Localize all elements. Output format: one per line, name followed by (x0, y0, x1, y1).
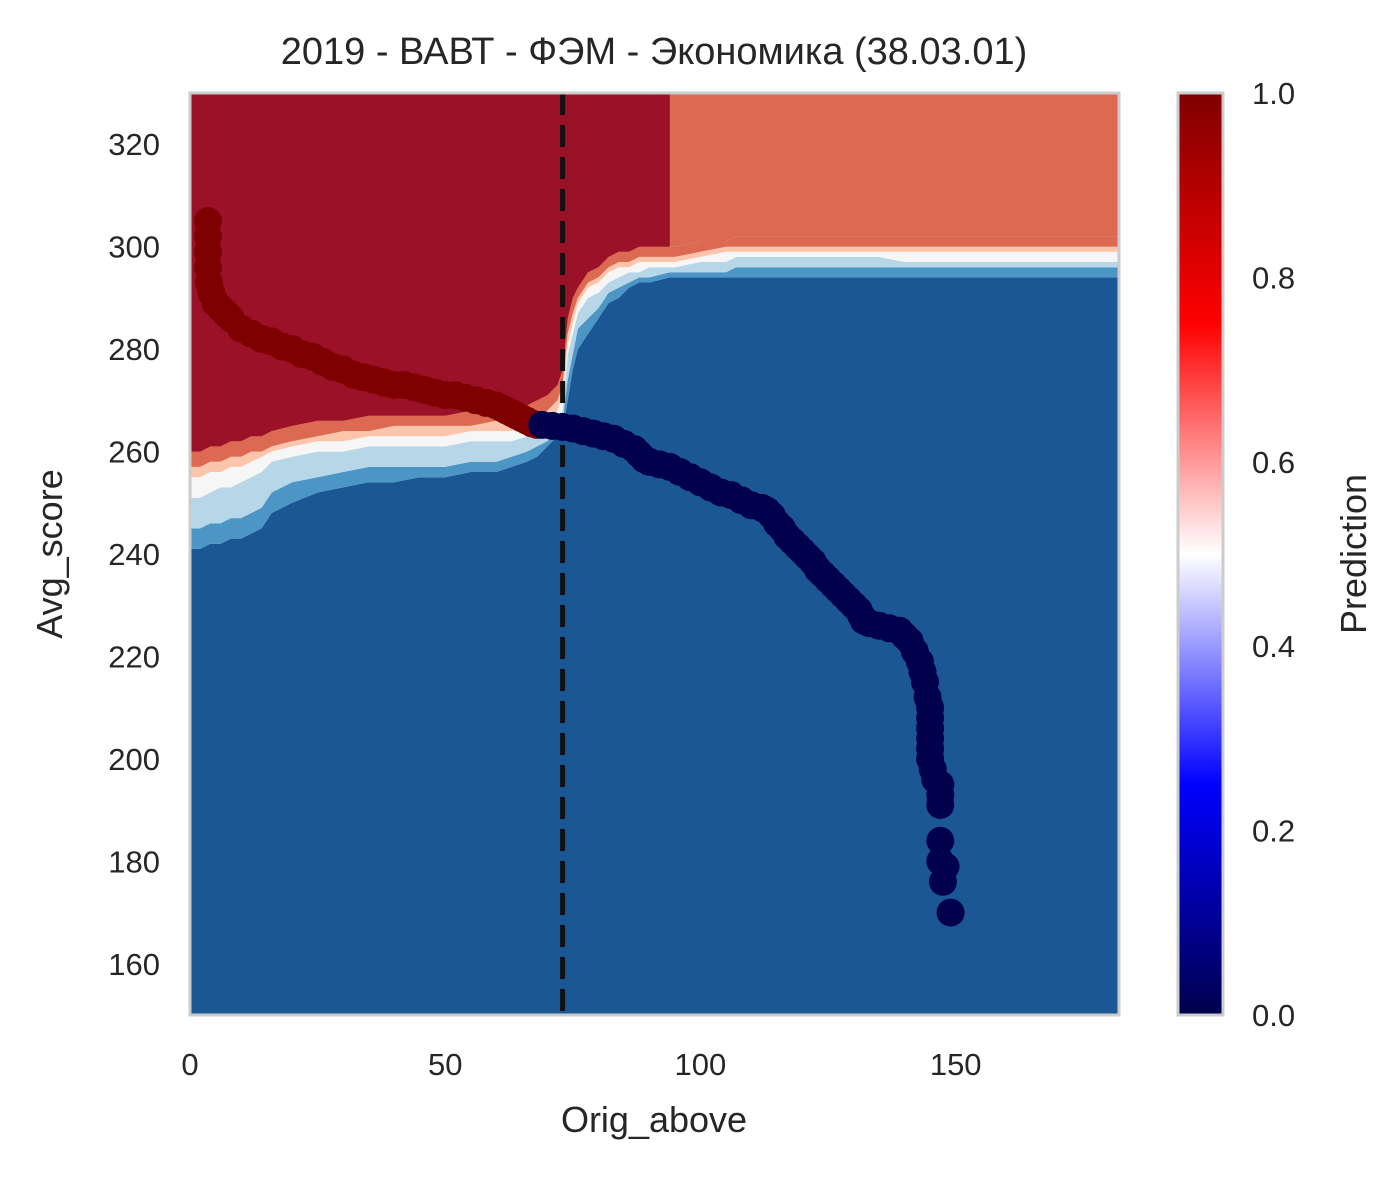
region-level-0 (190, 277, 1119, 1015)
x-axis-ticks: 0 50 100 150 (181, 1047, 981, 1082)
x-tick-label-3: 150 (930, 1047, 982, 1082)
colorbar-tick-label-4: 0.8 (1252, 260, 1295, 295)
x-axis-label: Orig_above (561, 1099, 747, 1140)
y-tick-label-8: 320 (108, 127, 160, 162)
colorbar-tick-label-0: 0.0 (1252, 998, 1295, 1033)
decision-regions (190, 93, 1119, 1015)
y-tick-label-0: 160 (108, 947, 160, 982)
y-axis-ticks: 160 180 200 220 240 260 280 300 320 (108, 127, 160, 982)
y-tick-label-1: 180 (108, 844, 160, 879)
point-series1-66 (926, 791, 955, 819)
plot-area (190, 93, 1119, 1015)
y-tick-label-3: 220 (108, 639, 160, 674)
plot-frame (188, 91, 1121, 1017)
point-series1-70 (928, 867, 957, 896)
point-series1-67 (926, 826, 955, 855)
colorbar-label: Prediction (1333, 474, 1374, 634)
y-tick-label-2: 200 (108, 742, 160, 777)
x-tick-label-2: 100 (675, 1047, 727, 1082)
x-tick-label-1: 50 (428, 1047, 462, 1082)
y-tick-label-5: 260 (108, 435, 160, 470)
region-level-2 (190, 256, 1119, 529)
colorbar-tick-label-1: 0.2 (1252, 814, 1295, 849)
colorbar-ticks: 0.0 0.2 0.4 0.6 0.8 1.0 (1252, 76, 1295, 1033)
colorbar-tick-label-3: 0.6 (1252, 445, 1295, 480)
y-axis-label: Avg_score (29, 469, 70, 638)
scatter-points (193, 207, 965, 927)
x-tick-label-0: 0 (181, 1047, 198, 1082)
point-series1-71 (936, 898, 965, 927)
colorbar-tick-label-2: 0.4 (1252, 629, 1295, 664)
colorbar (1176, 91, 1225, 1017)
chart-title: 2019 - ВАВТ - ФЭМ - Экономика (38.03.01) (281, 31, 1028, 73)
colorbar-tick-label-5: 1.0 (1252, 76, 1295, 111)
y-tick-label-4: 240 (108, 537, 160, 572)
y-tick-label-7: 300 (108, 230, 160, 265)
region-level-3 (190, 251, 1119, 498)
y-tick-label-6: 280 (108, 332, 160, 367)
